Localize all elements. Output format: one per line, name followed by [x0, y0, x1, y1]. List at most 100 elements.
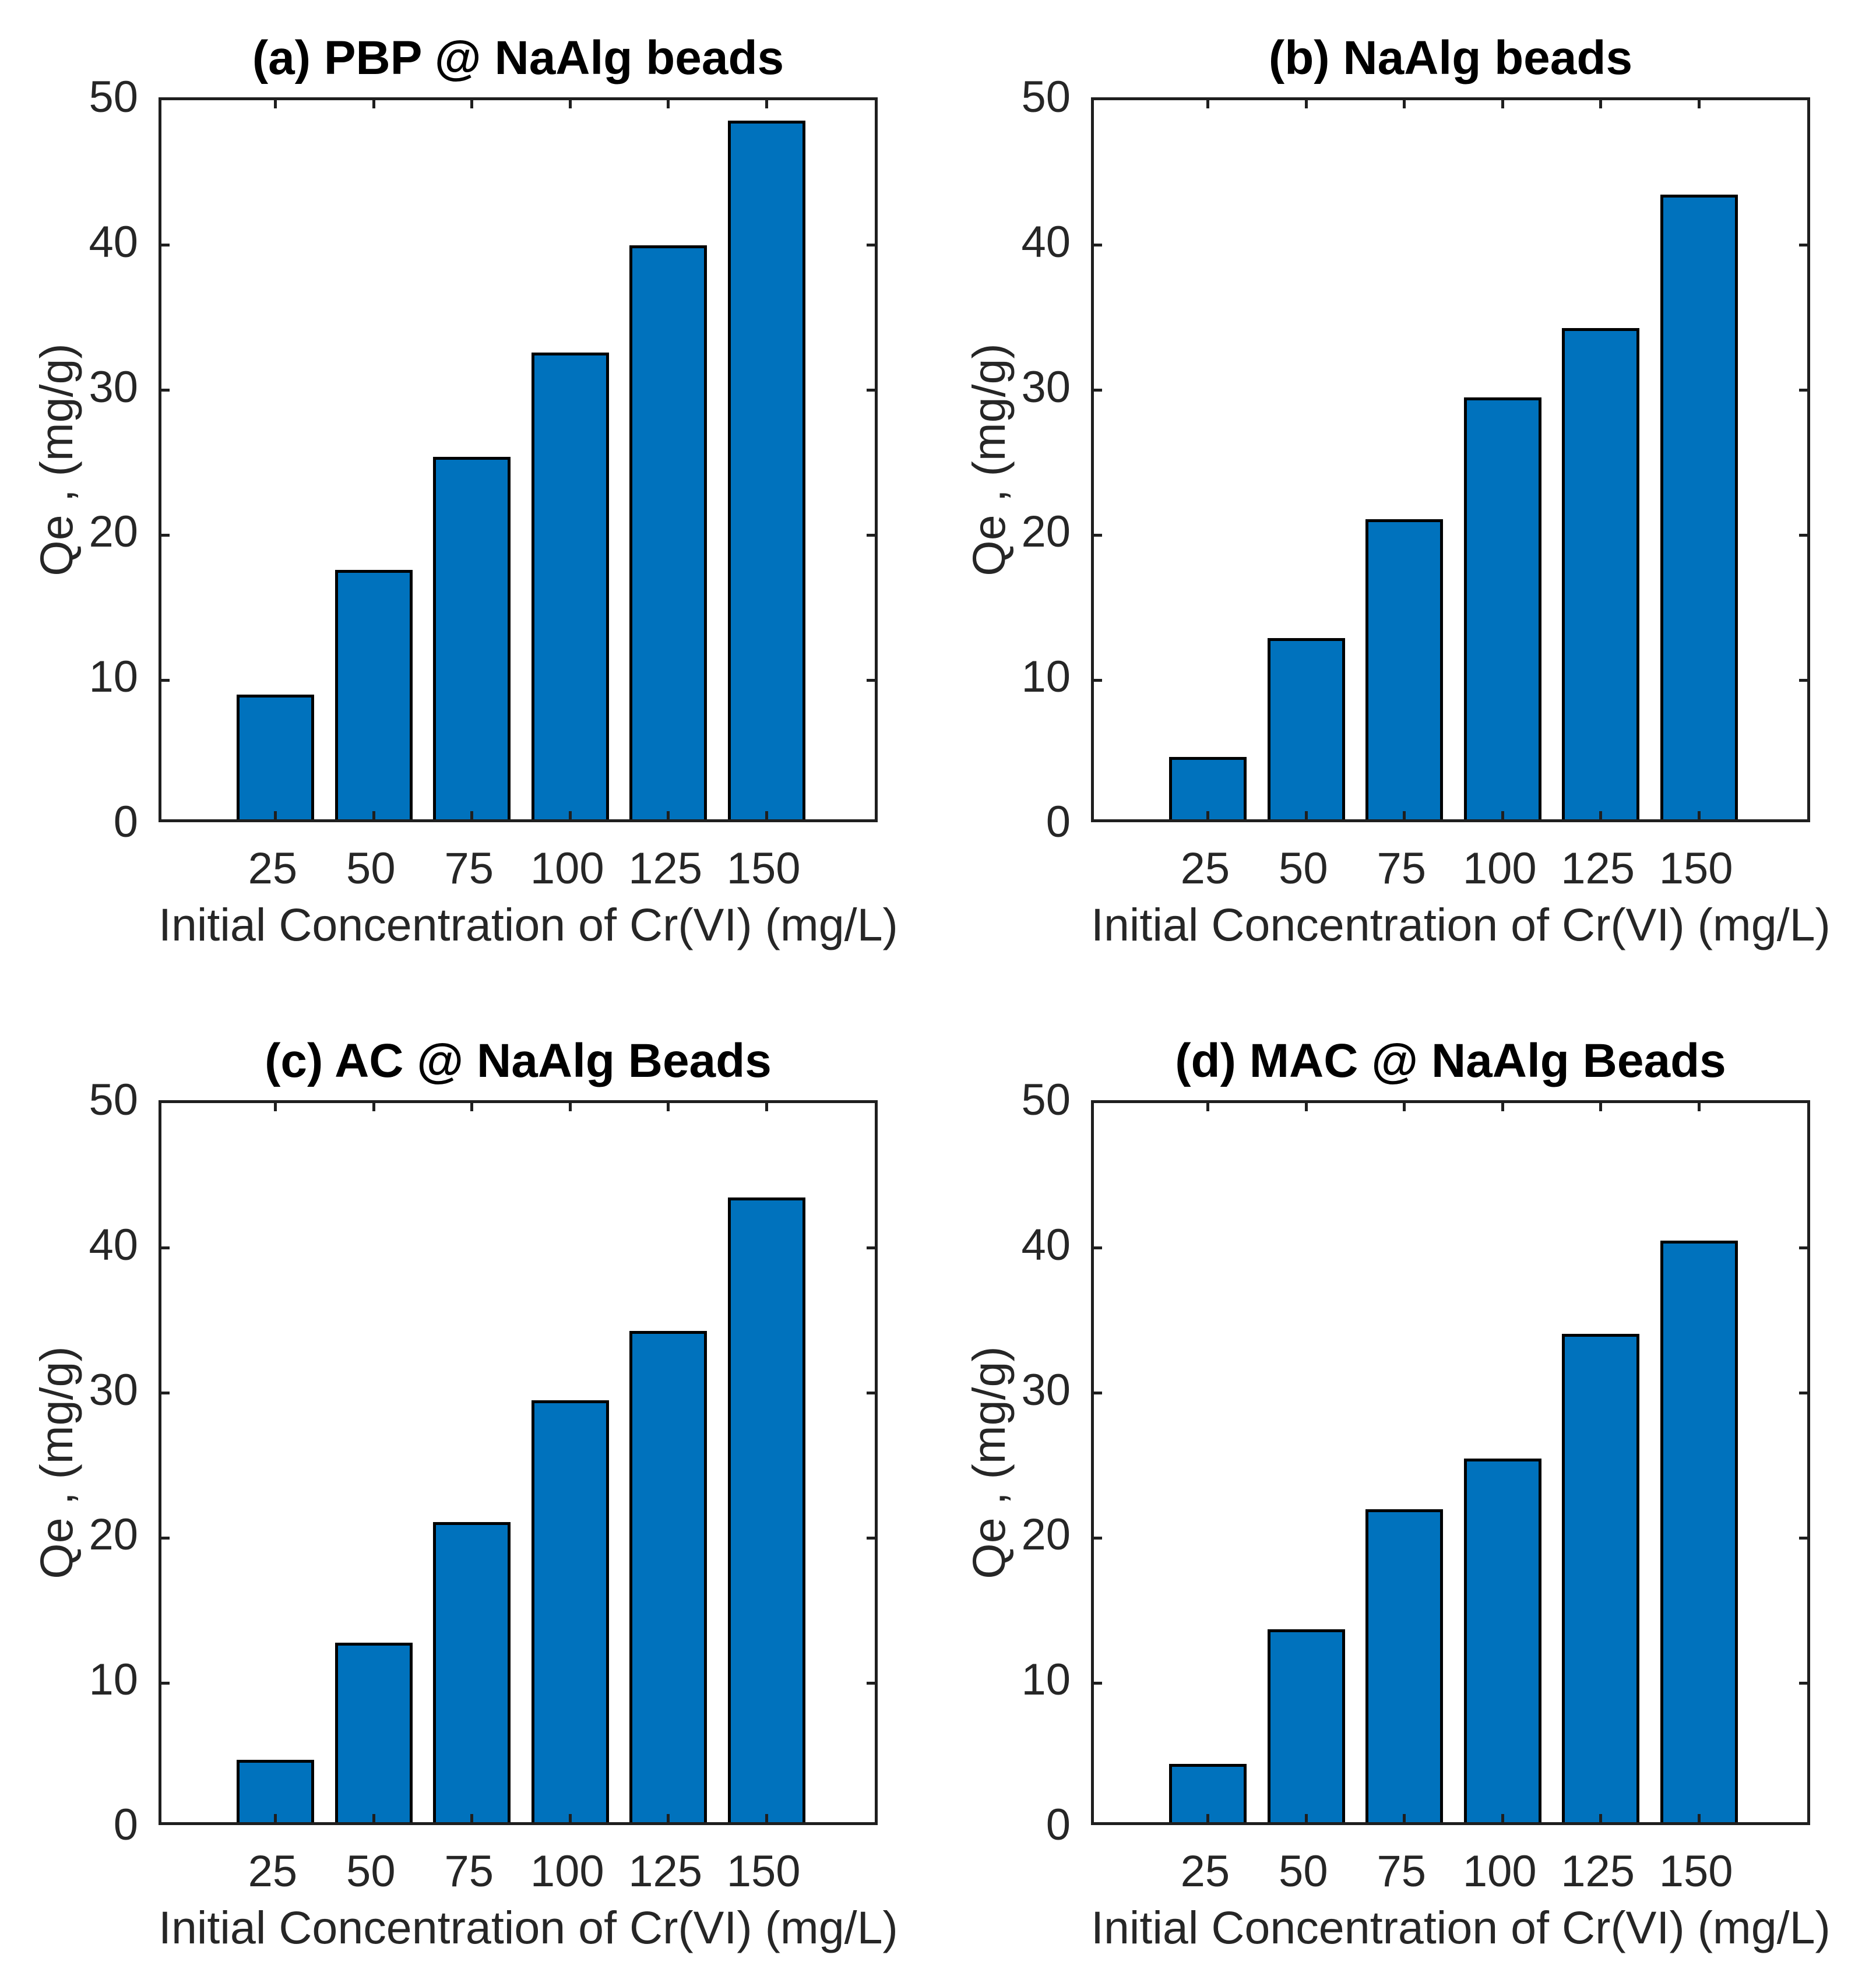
x-tick-mark [765, 1814, 768, 1822]
y-tick-mark [1094, 1536, 1102, 1540]
y-tick-label: 0 [1046, 797, 1071, 847]
x-tick-mark [568, 100, 572, 108]
y-tick-mark [161, 389, 170, 392]
x-tick-mark [1599, 811, 1603, 819]
y-tick-label: 40 [1021, 217, 1071, 267]
y-tick-mark [867, 678, 875, 682]
x-tick-label: 150 [726, 1847, 801, 1896]
x-tick-label: 25 [248, 844, 298, 893]
y-tick-mark [1799, 389, 1807, 392]
x-tick-mark [765, 100, 768, 108]
y-tick-label: 30 [89, 1365, 138, 1415]
y-tick-label: 20 [89, 507, 138, 557]
x-tick-mark [1501, 1814, 1504, 1822]
x-tick-mark [1403, 100, 1406, 108]
bar-50 [1267, 1629, 1345, 1822]
chart-title: (c) AC @ NaAlg Beads [265, 1034, 772, 1087]
x-tick-mark [765, 1103, 768, 1111]
x-axis-label: Initial Concentration of Cr(VI) (mg/L) [1091, 899, 1831, 950]
y-tick-label: 30 [89, 362, 138, 412]
bar-100 [531, 1400, 609, 1822]
y-tick-mark [1094, 1246, 1102, 1250]
y-tick-label: 50 [1021, 1075, 1071, 1125]
y-tick-mark [1094, 1392, 1102, 1395]
x-tick-label: 125 [1561, 1847, 1635, 1896]
x-tick-mark [1304, 100, 1308, 108]
y-tick-label: 10 [89, 1655, 138, 1705]
x-tick-label: 100 [530, 1847, 604, 1896]
y-tick-label: 20 [1021, 507, 1071, 557]
y-tick-mark [161, 678, 170, 682]
bar-25 [237, 1760, 315, 1822]
x-tick-mark [1501, 811, 1504, 819]
bar-75 [1365, 519, 1444, 819]
x-tick-label: 125 [1561, 844, 1635, 893]
x-tick-mark [1697, 100, 1701, 108]
y-tick-label: 10 [89, 652, 138, 702]
x-tick-mark [667, 1814, 670, 1822]
y-tick-label: 0 [1046, 1800, 1071, 1850]
bar-150 [727, 120, 805, 819]
x-tick-mark [274, 811, 277, 819]
x-tick-mark [568, 1814, 572, 1822]
x-tick-label: 50 [346, 1847, 396, 1896]
x-tick-label: 75 [444, 1847, 494, 1896]
y-tick-mark [1094, 533, 1102, 537]
x-tick-mark [1206, 1103, 1210, 1111]
bar-25 [237, 695, 315, 819]
y-tick-mark [1799, 1392, 1807, 1395]
x-tick-label: 125 [628, 844, 703, 893]
y-tick-label: 30 [1021, 1365, 1071, 1415]
y-tick-label: 40 [89, 217, 138, 267]
bar-75 [1365, 1509, 1444, 1822]
bar-150 [1660, 1241, 1738, 1822]
x-tick-mark [1403, 811, 1406, 819]
y-tick-label: 30 [1021, 362, 1071, 412]
x-tick-mark [667, 1103, 670, 1111]
chart-title: (a) PBP @ NaAlg beads [252, 31, 784, 84]
x-tick-label: 75 [444, 844, 494, 893]
bar-150 [1660, 194, 1738, 819]
y-tick-mark [867, 1246, 875, 1250]
y-tick-label: 10 [1021, 1655, 1071, 1705]
x-tick-label: 150 [726, 844, 801, 893]
y-tick-mark [1799, 244, 1807, 247]
y-tick-mark [1799, 1246, 1807, 1250]
chart-title: (b) NaAlg beads [1268, 31, 1633, 84]
x-tick-mark [1697, 1814, 1701, 1822]
y-tick-mark [867, 244, 875, 247]
x-axis-label: Initial Concentration of Cr(VI) (mg/L) [159, 1901, 898, 1953]
y-tick-label: 0 [113, 797, 138, 847]
bar-100 [1463, 1458, 1541, 1822]
x-tick-mark [470, 811, 474, 819]
plot-area [159, 1100, 878, 1825]
x-tick-label: 100 [1462, 844, 1537, 893]
x-tick-mark [765, 811, 768, 819]
x-tick-mark [1501, 1103, 1504, 1111]
x-tick-label: 50 [346, 844, 396, 893]
bar-125 [629, 245, 708, 819]
x-tick-mark [1599, 1814, 1603, 1822]
x-tick-mark [568, 811, 572, 819]
bar-25 [1169, 1764, 1247, 1822]
plot-area [159, 97, 878, 822]
y-tick-mark [1799, 533, 1807, 537]
x-tick-mark [274, 1814, 277, 1822]
y-tick-mark [1799, 678, 1807, 682]
x-tick-mark [372, 100, 375, 108]
y-tick-mark [867, 1536, 875, 1540]
y-tick-mark [1799, 1536, 1807, 1540]
y-tick-mark [1094, 678, 1102, 682]
bar-150 [727, 1197, 805, 1822]
x-tick-mark [470, 100, 474, 108]
y-tick-label: 50 [89, 1075, 138, 1125]
x-tick-mark [1501, 100, 1504, 108]
x-tick-mark [667, 811, 670, 819]
x-tick-label: 50 [1279, 844, 1328, 893]
y-tick-mark [1094, 244, 1102, 247]
x-tick-mark [1697, 1103, 1701, 1111]
